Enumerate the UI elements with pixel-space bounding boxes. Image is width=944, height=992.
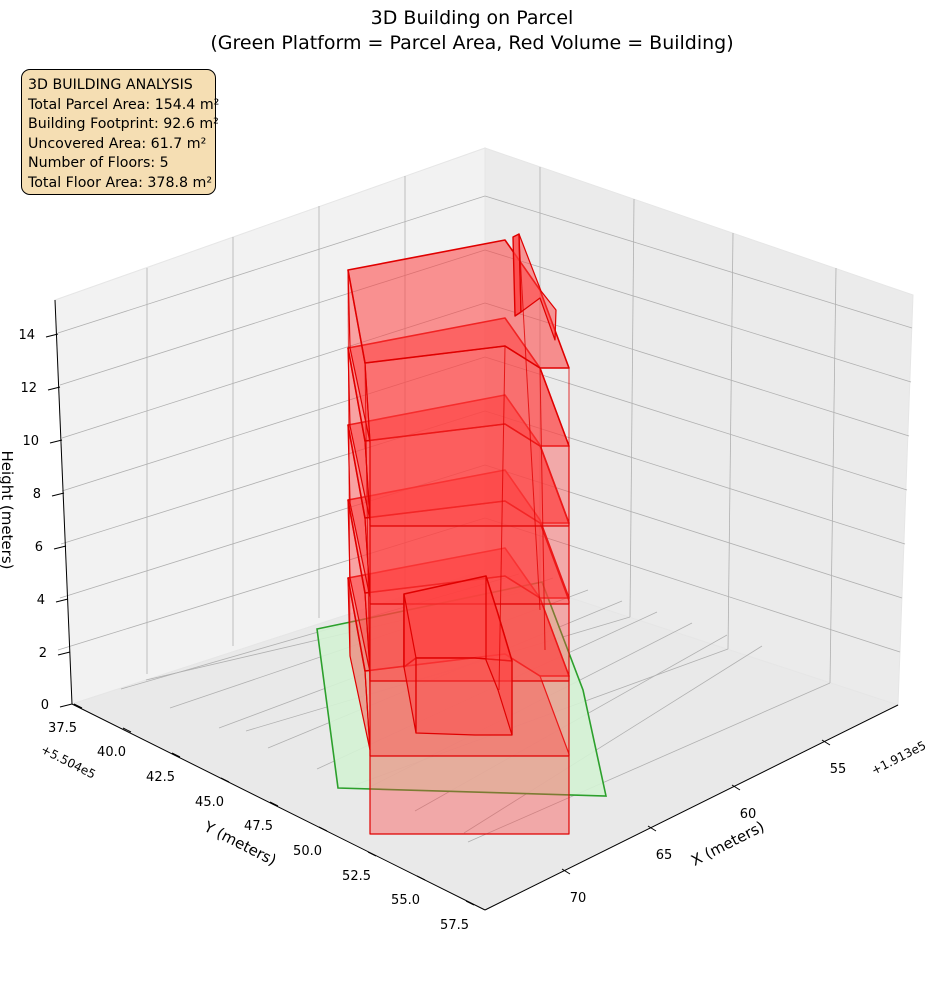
x-axis-label: X (meters) — [688, 817, 767, 869]
z-tick-label: 12 — [20, 381, 37, 396]
x-tick-label: 65 — [656, 848, 673, 863]
chart-title: 3D Building on Parcel — [370, 7, 574, 29]
analysis-line-floors: Number of Floors: 5 — [28, 155, 169, 172]
z-tick-mark — [51, 492, 65, 497]
y-tick-mark — [220, 777, 230, 783]
z-tick-mark — [47, 386, 61, 391]
y-tick-label: 47.5 — [244, 819, 273, 834]
x-offset-label: +1.913e5 — [869, 738, 928, 777]
z-axis-label: Height (meters) — [0, 451, 16, 570]
z-tick-label: 2 — [39, 646, 47, 661]
podium-side-wall — [485, 575, 513, 736]
y-tick-label: 52.5 — [342, 869, 371, 884]
roof-fin-side — [518, 233, 557, 341]
building-edge — [347, 269, 351, 657]
analysis-line-footprint: Building Footprint: 92.6 m² — [28, 116, 219, 133]
chart-subtitle: (Green Platform = Parcel Area, Red Volum… — [210, 32, 734, 54]
x-tick-label: 60 — [740, 807, 757, 822]
axis-ticks: 0 2 4 6 8 10 12 14 37.5 40.0 42.5 45.0 47.5 50.0 52.5 5… — [18, 328, 846, 933]
building-volume — [347, 233, 570, 835]
z-tick-label: 4 — [37, 593, 45, 608]
x-tick-label: 70 — [570, 891, 587, 906]
y-tick-mark — [73, 703, 83, 709]
z-tick-mark — [59, 703, 73, 708]
building-edge — [364, 362, 371, 701]
z-tick-mark — [53, 545, 67, 550]
y-offset-label: +5.504e5 — [39, 742, 98, 781]
y-tick-mark — [122, 727, 132, 733]
y-tick-mark — [318, 826, 328, 832]
y-tick-label: 45.0 — [195, 795, 224, 810]
y-tick-label: 37.5 — [48, 721, 77, 736]
x-tick-mark — [731, 784, 741, 791]
y-tick-label: 42.5 — [146, 770, 175, 785]
building-edge — [518, 235, 541, 611]
z-tick-label: 6 — [35, 540, 43, 555]
building-edge — [539, 367, 546, 651]
z-tick-label: 0 — [41, 698, 49, 713]
x-tick-mark — [647, 825, 657, 832]
z-axis-line — [54, 299, 73, 705]
y-tick-mark — [416, 875, 426, 881]
analysis-line-uncovered: Uncovered Area: 61.7 m² — [28, 135, 207, 152]
y-tick-mark — [465, 900, 475, 906]
y-tick-mark — [367, 851, 377, 857]
building-analysis-box: 3D BUILDING ANALYSIS Total Parcel Area: … — [21, 69, 220, 195]
x-tick-mark — [561, 868, 571, 875]
analysis-heading: 3D BUILDING ANALYSIS — [28, 77, 193, 93]
y-tick-label: 57.5 — [440, 918, 469, 933]
floor-5-front-wall — [364, 345, 570, 527]
analysis-line-parcel-area: Total Parcel Area: 154.4 m² — [28, 96, 220, 113]
y-tick-label: 55.0 — [391, 893, 420, 908]
y-tick-label: 50.0 — [293, 844, 322, 859]
z-tick-label: 10 — [22, 434, 39, 449]
building-edge — [498, 345, 506, 691]
x-axis-line — [484, 704, 899, 911]
z-tick-label: 8 — [33, 487, 41, 502]
analysis-line-floor-area: Total Floor Area: 378.8 m² — [28, 174, 213, 191]
z-tick-label: 14 — [18, 328, 35, 343]
y-axis-line — [71, 703, 486, 911]
z-tick-mark — [45, 333, 59, 338]
z-tick-mark — [55, 598, 69, 603]
x-tick-label: 55 — [830, 762, 847, 777]
y-tick-mark — [171, 752, 181, 758]
z-tick-mark — [49, 439, 63, 444]
x-tick-mark — [821, 739, 831, 746]
y-tick-mark — [269, 801, 279, 807]
z-tick-mark — [57, 651, 71, 656]
y-tick-label: 40.0 — [97, 745, 126, 760]
